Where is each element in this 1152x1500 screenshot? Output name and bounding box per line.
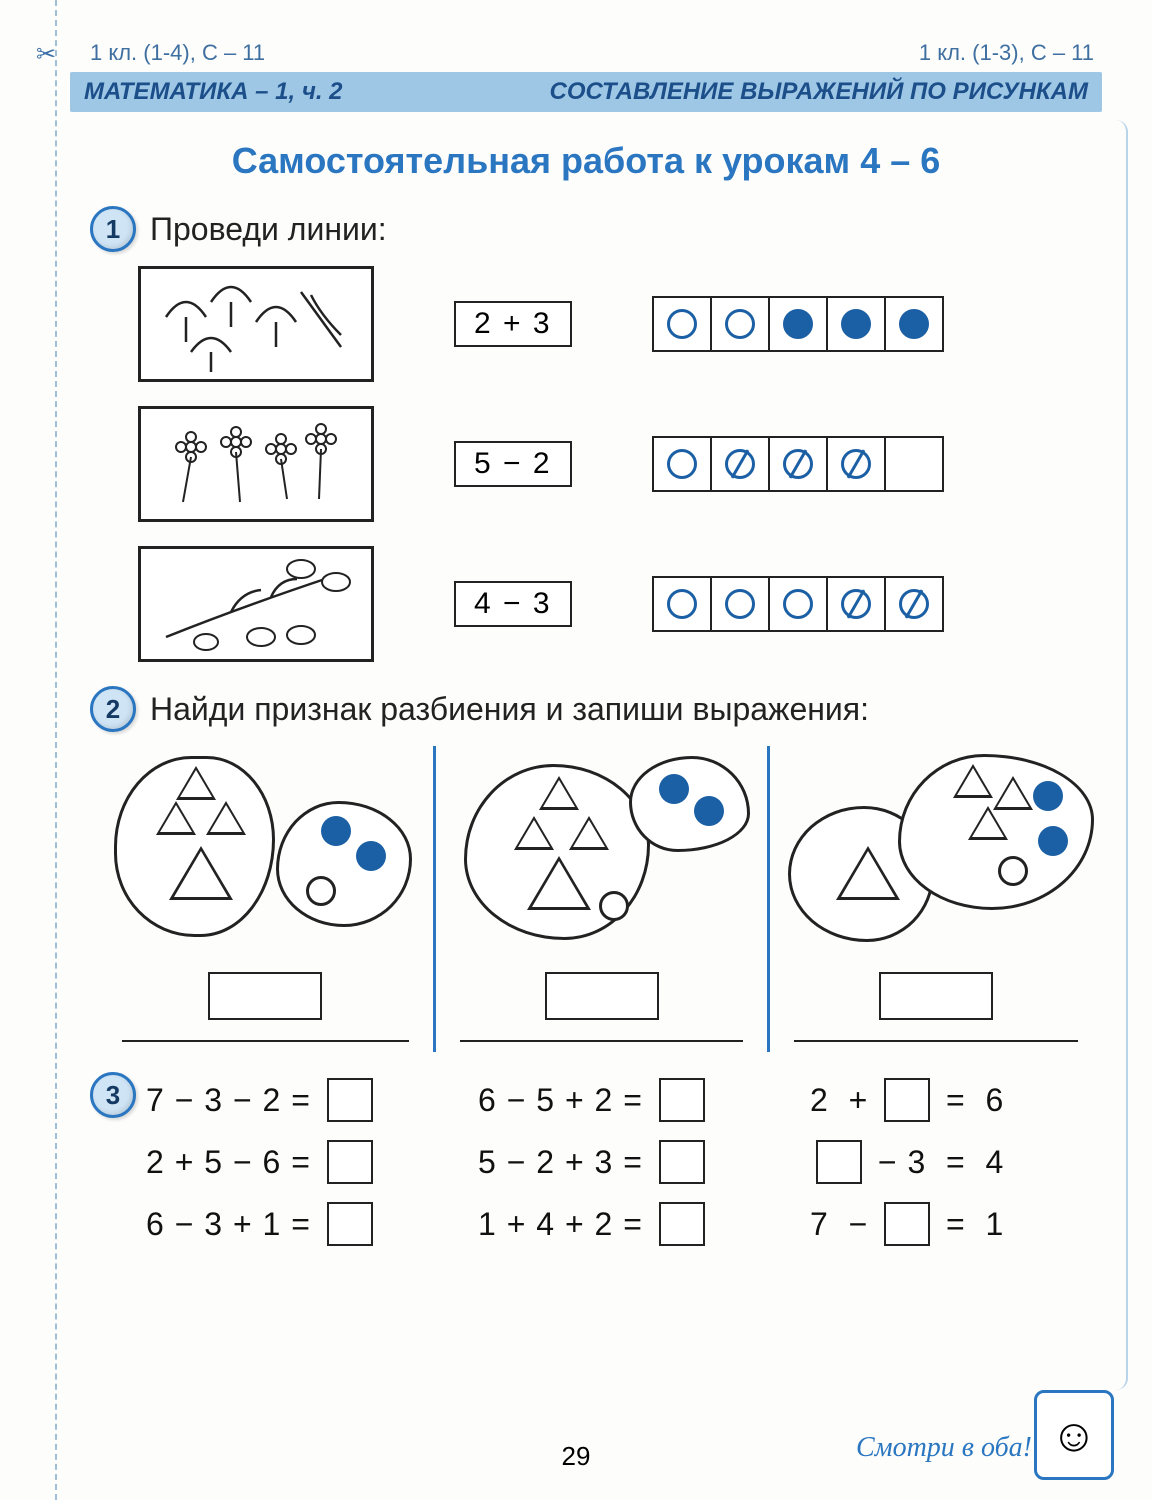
equation: 6 − 3 + 1 =	[146, 1202, 438, 1246]
answer-cell[interactable]	[659, 1078, 705, 1122]
equation: 7 − 3 − 2 =	[146, 1078, 438, 1122]
answer-cell[interactable]	[327, 1078, 373, 1122]
equation: 2 + 5 − 6 =	[146, 1140, 438, 1184]
picture-branch	[138, 546, 374, 662]
dot-grid	[652, 296, 944, 352]
mascot-icon: ☺	[1034, 1390, 1114, 1480]
bar-left: МАТЕМАТИКА – 1, ч. 2	[84, 78, 343, 106]
equation: 7 − = 1	[810, 1202, 1102, 1246]
scissors-icon: ✂	[36, 40, 56, 69]
task-1: 1 Проведи линии: 2 + 3	[90, 206, 1102, 662]
expression-box: 2 + 3	[454, 301, 572, 347]
task3-grid: 7 − 3 − 2 = 2 + 5 − 6 = 6 − 3 + 1 = 6 − …	[146, 1078, 1102, 1264]
task-3: 3 7 − 3 − 2 = 2 + 5 − 6 = 6 − 3 + 1 = 6 …	[90, 1072, 1102, 1264]
expression-box: 4 − 3	[454, 581, 572, 627]
dot-grid	[652, 576, 944, 632]
meta-left: 1 кл. (1-4), С – 11	[90, 40, 265, 66]
answer-cell[interactable]	[884, 1202, 930, 1246]
header-bar: МАТЕМАТИКА – 1, ч. 2 СОСТАВЛЕНИЕ ВЫРАЖЕН…	[70, 72, 1102, 112]
task1-row: 4 − 3	[138, 546, 1102, 662]
page-meta: 1 кл. (1-4), С – 11 1 кл. (1-3), С – 11	[90, 40, 1094, 66]
task2-prompt: Найди признак разбиения и запиши выражен…	[150, 691, 869, 728]
picture-umbrellas	[138, 266, 374, 382]
answer-cell[interactable]	[884, 1078, 930, 1122]
dot-grid	[652, 436, 944, 492]
answer-box[interactable]	[208, 972, 322, 1020]
task-2: 2 Найди признак разбиения и запиши выраж…	[90, 686, 1102, 1052]
task-number-2: 2	[90, 686, 136, 732]
answer-line[interactable]	[122, 1040, 409, 1042]
expression-box: 5 − 2	[454, 441, 572, 487]
footer-note: Смотри в оба!	[856, 1432, 1032, 1464]
task1-row: 5 − 2	[138, 406, 1102, 522]
equation: 1 + 4 + 2 =	[478, 1202, 770, 1246]
task1-prompt: Проведи линии:	[150, 211, 387, 248]
bar-right: СОСТАВЛЕНИЕ ВЫРАЖЕНИЙ ПО РИСУНКАМ	[550, 78, 1089, 106]
answer-box[interactable]	[545, 972, 659, 1020]
equation: − 3 = 4	[810, 1140, 1102, 1184]
meta-right: 1 кл. (1-3), С – 11	[919, 40, 1094, 66]
task2-panel	[433, 746, 768, 1052]
equation: 6 − 5 + 2 =	[478, 1078, 770, 1122]
answer-cell[interactable]	[659, 1202, 705, 1246]
answer-box[interactable]	[879, 972, 993, 1020]
task-number-3: 3	[90, 1072, 136, 1118]
task3-col: 2 + = 6 − 3 = 4 7 − = 1	[810, 1078, 1102, 1264]
answer-cell[interactable]	[816, 1140, 862, 1184]
answer-cell[interactable]	[327, 1202, 373, 1246]
task-number-1: 1	[90, 206, 136, 252]
worksheet-title: Самостоятельная работа к урокам 4 – 6	[70, 140, 1102, 182]
task3-col: 7 − 3 − 2 = 2 + 5 − 6 = 6 − 3 + 1 =	[146, 1078, 438, 1264]
cut-guide	[55, 0, 57, 1500]
answer-cell[interactable]	[659, 1140, 705, 1184]
task3-col: 6 − 5 + 2 = 5 − 2 + 3 = 1 + 4 + 2 =	[478, 1078, 770, 1264]
picture-flowers	[138, 406, 374, 522]
answer-line[interactable]	[460, 1040, 744, 1042]
equation: 5 − 2 + 3 =	[478, 1140, 770, 1184]
right-margin-rule	[1108, 120, 1128, 1390]
task2-panel	[98, 746, 433, 1052]
equation: 2 + = 6	[810, 1078, 1102, 1122]
answer-line[interactable]	[794, 1040, 1078, 1042]
task2-panel	[767, 746, 1102, 1052]
task1-row: 2 + 3	[138, 266, 1102, 382]
answer-cell[interactable]	[327, 1140, 373, 1184]
worksheet-page: ✂ 1 кл. (1-4), С – 11 1 кл. (1-3), С – 1…	[0, 0, 1152, 1500]
